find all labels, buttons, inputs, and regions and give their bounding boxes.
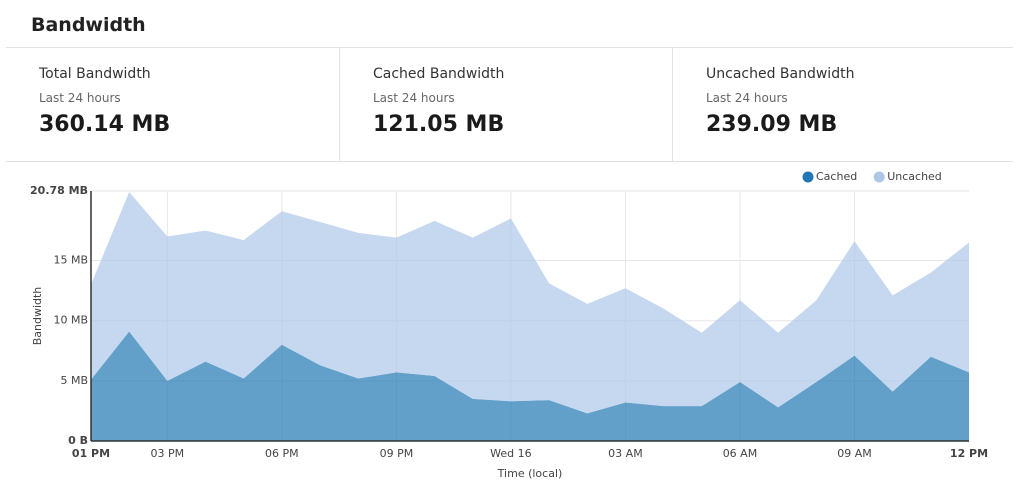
legend-marker bbox=[802, 171, 814, 183]
page-title: Bandwidth bbox=[31, 14, 146, 36]
y-tick-label: 20.78 MB bbox=[30, 184, 88, 197]
divider bbox=[6, 47, 1013, 48]
stat-subtitle: Last 24 hours bbox=[706, 91, 788, 105]
x-tick-label: 01 PM bbox=[72, 447, 110, 460]
y-tick-label: 5 MB bbox=[60, 374, 88, 387]
stat-card: Total Bandwidth Last 24 hours 360.14 MB bbox=[6, 48, 347, 161]
chart: 0 B 5 MB 10 MB 15 MB 20.78 MB 01 PM 03 PM 06 PM… bbox=[30, 170, 988, 480]
x-tick-label: 09 AM bbox=[837, 447, 872, 460]
x-tick-label: 06 AM bbox=[723, 447, 758, 460]
stat-title: Total Bandwidth bbox=[39, 66, 151, 82]
stat-value: 360.14 MB bbox=[39, 112, 171, 137]
y-tick-label: 0 B bbox=[68, 434, 88, 447]
stat-subtitle: Last 24 hours bbox=[373, 91, 455, 105]
stat-value: 121.05 MB bbox=[373, 112, 505, 137]
stat-card: Uncached Bandwidth Last 24 hours 239.09 MB bbox=[672, 48, 1005, 161]
divider bbox=[6, 161, 1013, 162]
legend-label: Cached bbox=[816, 170, 857, 183]
area bbox=[91, 191, 969, 414]
stat-title: Uncached Bandwidth bbox=[706, 66, 855, 82]
legend-marker bbox=[873, 171, 885, 183]
y-tick-label: 10 MB bbox=[53, 314, 88, 327]
y-axis-label: Bandwidth bbox=[31, 287, 44, 346]
stat-value: 239.09 MB bbox=[706, 112, 838, 137]
area bbox=[91, 331, 969, 441]
x-tick-label: 03 PM bbox=[151, 447, 185, 460]
x-tick-label: 03 AM bbox=[608, 447, 643, 460]
stat-subtitle: Last 24 hours bbox=[39, 91, 121, 105]
y-tick-label: 15 MB bbox=[53, 254, 88, 267]
x-axis-label: Time (local) bbox=[497, 467, 563, 480]
legend-label: Uncached bbox=[887, 170, 942, 183]
x-tick-label: 12 PM bbox=[950, 447, 988, 460]
stat-card: Cached Bandwidth Last 24 hours 121.05 MB bbox=[339, 48, 672, 161]
x-tick-label: 06 PM bbox=[265, 447, 299, 460]
x-tick-label: Wed 16 bbox=[490, 447, 531, 460]
stat-title: Cached Bandwidth bbox=[373, 66, 505, 82]
x-tick-label: 09 PM bbox=[380, 447, 414, 460]
